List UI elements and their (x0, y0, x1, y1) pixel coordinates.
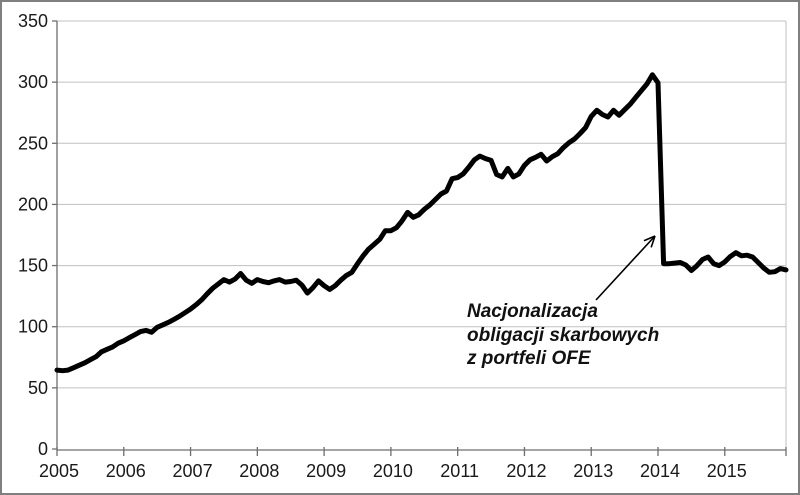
annotation-arrow-head-2 (643, 235, 656, 242)
y-tick-label-150: 150 (18, 256, 48, 276)
annotation-arrow-shaft (595, 235, 656, 301)
x-tick-label-2015: 2015 (707, 461, 747, 481)
y-tick-label-200: 200 (18, 194, 48, 214)
x-tick-label-2010: 2010 (373, 461, 413, 481)
y-tick-label-100: 100 (18, 317, 48, 337)
x-tick-label-2008: 2008 (239, 461, 279, 481)
y-tick-label-0: 0 (38, 439, 48, 459)
x-tick-label-2009: 2009 (306, 461, 346, 481)
y-tick-label-350: 350 (18, 11, 48, 31)
y-tick-label-50: 50 (28, 378, 48, 398)
annotation-line-1: Nacjonalizacja (467, 301, 598, 322)
x-tick-label-2013: 2013 (573, 461, 613, 481)
x-tick-label-2011: 2011 (440, 461, 479, 481)
annotation-line-2: obligacji skarbowych (467, 324, 660, 346)
x-tick-label-2012: 2012 (506, 461, 546, 481)
y-tick-label-300: 300 (18, 72, 48, 92)
x-tick-label-2007: 2007 (173, 461, 213, 481)
x-tick-label-2014: 2014 (640, 461, 680, 481)
annotation-arrow-head-1 (650, 235, 656, 248)
annotation-line-3: z portfeli OFE (467, 348, 591, 369)
annotation-label: Nacjonalizacja obligacji skarbowych z po… (467, 300, 659, 371)
y-tick-label-250: 250 (18, 133, 48, 153)
x-tick-label-2005: 2005 (39, 461, 79, 481)
data-line-ofe-assets (54, 72, 789, 374)
x-tick-label-2006: 2006 (106, 461, 146, 481)
